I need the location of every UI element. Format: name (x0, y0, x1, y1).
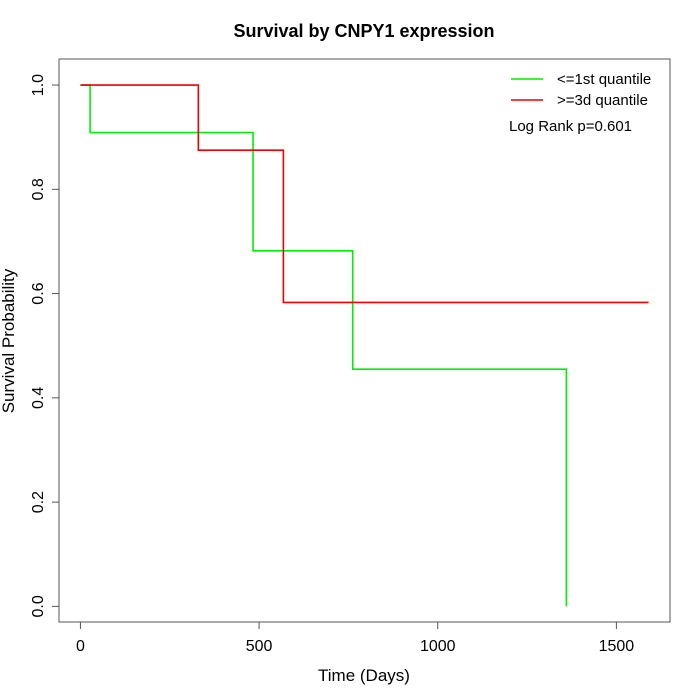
legend-label: >=3d quantile (557, 92, 648, 109)
y-axis: 0.0 0.2 0.4 0.6 0.8 1.0 (30, 74, 60, 617)
y-tick-label: 0.6 (30, 282, 47, 304)
series-line-1 (80, 84, 649, 304)
plot-frame (58, 58, 671, 623)
chart-title: Survival by CNPY1 expression (233, 21, 494, 41)
x-tick-label: 1000 (420, 638, 456, 655)
x-tick-label: 0 (76, 638, 85, 655)
y-tick-label: 0.2 (30, 491, 47, 513)
x-axis-label: Time (Days) (318, 666, 410, 685)
y-tick-label: 0.8 (30, 178, 47, 200)
logrank-annotation: Log Rank p=0.601 (509, 118, 632, 135)
y-tick-label: 0.4 (30, 387, 47, 409)
y-tick-label: 0.0 (30, 595, 47, 617)
y-tick-label: 1.0 (30, 74, 47, 96)
legend-label: <=1st quantile (557, 71, 651, 88)
series-line-0 (80, 84, 568, 607)
legend: <=1st quantile >=3d quantile (511, 71, 651, 109)
x-tick-label: 500 (246, 638, 273, 655)
series-layer (80, 84, 649, 607)
x-axis: 0 500 1000 1500 (76, 621, 635, 655)
y-axis-label: Survival Probability (0, 268, 18, 413)
x-tick-label: 1500 (599, 638, 635, 655)
